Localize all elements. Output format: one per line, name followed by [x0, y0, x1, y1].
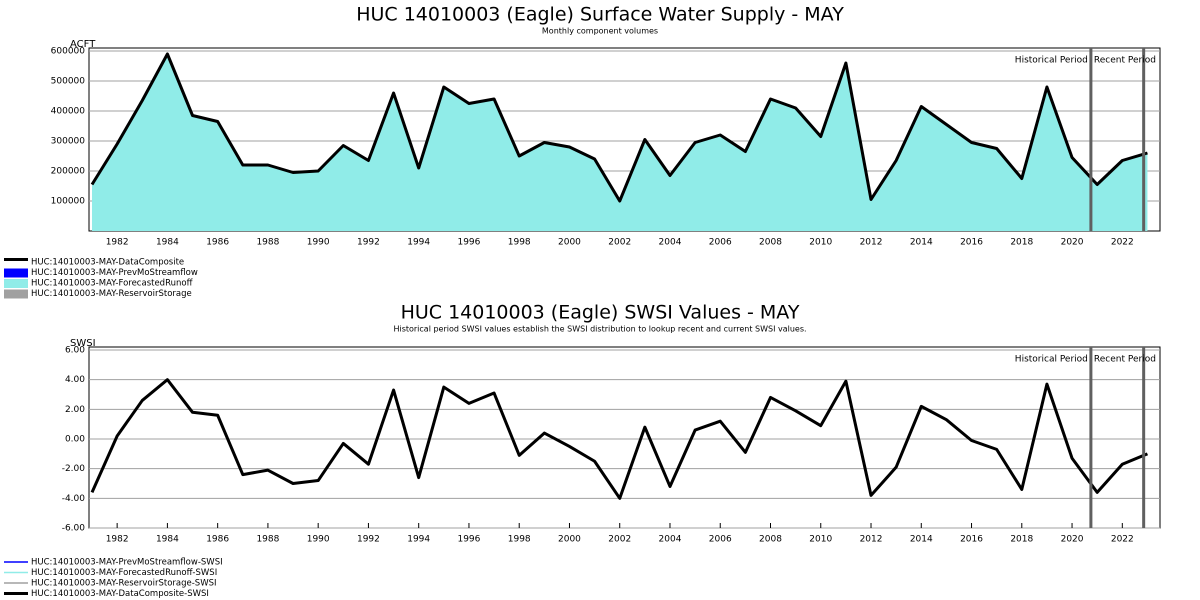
area	[92, 54, 1148, 231]
legend-label: HUC:14010003-MAY-ForecastedRunoff	[31, 279, 194, 289]
x-tick-label: 2002	[608, 238, 631, 248]
chart-title: HUC 14010003 (Eagle) SWSI Values - MAY	[401, 302, 800, 324]
chart-subtitle: Historical period SWSI values establish …	[393, 325, 806, 334]
legend-label: HUC:14010003-MAY-ForecastedRunoff-SWSI	[31, 568, 217, 578]
y-tick-label: 300000	[51, 137, 86, 147]
x-tick-label: 1996	[457, 238, 480, 248]
x-tick-label: 1988	[256, 238, 279, 248]
y-tick-label: 4.00	[65, 375, 85, 385]
x-tick-label: 2008	[759, 238, 782, 248]
x-tick-label: 2000	[558, 238, 581, 248]
legend-label: HUC:14010003-MAY-PrevMoStreamflow-SWSI	[31, 558, 223, 568]
x-tick-label: 1992	[357, 535, 380, 545]
x-tick-label: 1990	[307, 535, 330, 545]
y-tick-label: 500000	[51, 77, 86, 87]
chart-title: HUC 14010003 (Eagle) Surface Water Suppl…	[356, 4, 844, 26]
x-tick-label: 2012	[860, 238, 883, 248]
line	[90, 378, 1149, 500]
x-tick-label: 2018	[1010, 535, 1033, 545]
y-axis-label: SWSI	[70, 338, 96, 349]
x-tick-label: 1994	[407, 535, 430, 545]
x-tick-label: 2020	[1061, 535, 1084, 545]
x-tick-label: 1996	[457, 535, 480, 545]
x-tick-label: 2006	[709, 535, 732, 545]
legend-label: HUC:14010003-MAY-DataComposite	[31, 258, 184, 268]
legend-swatch	[4, 268, 28, 278]
x-tick-label: 1992	[357, 238, 380, 248]
annotation: Recent Period	[1094, 355, 1156, 365]
x-tick-label: 2000	[558, 535, 581, 545]
x-tick-label: 1988	[256, 535, 279, 545]
y-tick-label: 600000	[51, 47, 86, 57]
y-tick-label: 200000	[51, 167, 86, 177]
legend-swatch	[4, 279, 28, 288]
x-tick-label: 1986	[206, 238, 229, 248]
x-tick-label: 1982	[106, 535, 129, 545]
annotation: Historical Period	[1015, 56, 1088, 66]
x-tick-label: 1998	[508, 238, 531, 248]
x-tick-label: 2014	[910, 535, 933, 545]
y-tick-label: 6.00	[65, 346, 85, 356]
legend-label: HUC:14010003-MAY-ReservoirStorage-SWSI	[31, 579, 217, 589]
legend-swatch	[4, 258, 28, 261]
x-tick-label: 2002	[608, 535, 631, 545]
x-tick-label: 2014	[910, 238, 933, 248]
x-tick-label: 2004	[659, 535, 682, 545]
y-tick-label: -6.00	[62, 524, 86, 534]
y-tick-label: 100000	[51, 197, 86, 207]
line	[90, 52, 1148, 203]
x-tick-label: 1982	[106, 238, 129, 248]
y-tick-label: -2.00	[62, 464, 86, 474]
y-tick-label: -4.00	[62, 494, 86, 504]
y-axis-label: ACFT	[70, 39, 96, 50]
x-tick-label: 2022	[1111, 238, 1134, 248]
x-tick-label: 1986	[206, 535, 229, 545]
x-tick-label: 2016	[960, 238, 983, 248]
x-tick-label: 2006	[709, 238, 732, 248]
x-tick-label: 1984	[156, 535, 179, 545]
legend-label: HUC:14010003-MAY-DataComposite-SWSI	[31, 589, 209, 599]
legend-label: HUC:14010003-MAY-ReservoirStorage	[31, 289, 192, 299]
x-tick-label: 2020	[1061, 238, 1084, 248]
x-tick-label: 1984	[156, 238, 179, 248]
legend-swatch	[4, 289, 28, 299]
chart-subtitle: Monthly component volumes	[542, 27, 658, 36]
y-tick-label: 0.00	[65, 435, 85, 445]
plot-frame	[88, 346, 1161, 529]
legend-label: HUC:14010003-MAY-PrevMoStreamflow	[31, 268, 198, 278]
x-tick-label: 1990	[307, 238, 330, 248]
x-tick-label: 2010	[809, 535, 832, 545]
annotation: Recent Period	[1094, 56, 1156, 66]
x-tick-label: 1998	[508, 535, 531, 545]
x-tick-label: 2016	[960, 535, 983, 545]
x-tick-label: 2022	[1111, 535, 1134, 545]
x-tick-label: 2008	[759, 535, 782, 545]
x-tick-label: 2010	[809, 238, 832, 248]
y-tick-label: 2.00	[65, 405, 85, 415]
x-tick-label: 2004	[659, 238, 682, 248]
annotation: Historical Period	[1015, 355, 1088, 365]
y-tick-label: 400000	[51, 107, 86, 117]
x-tick-label: 1994	[407, 238, 430, 248]
x-tick-label: 2012	[860, 535, 883, 545]
x-tick-label: 2018	[1010, 238, 1033, 248]
